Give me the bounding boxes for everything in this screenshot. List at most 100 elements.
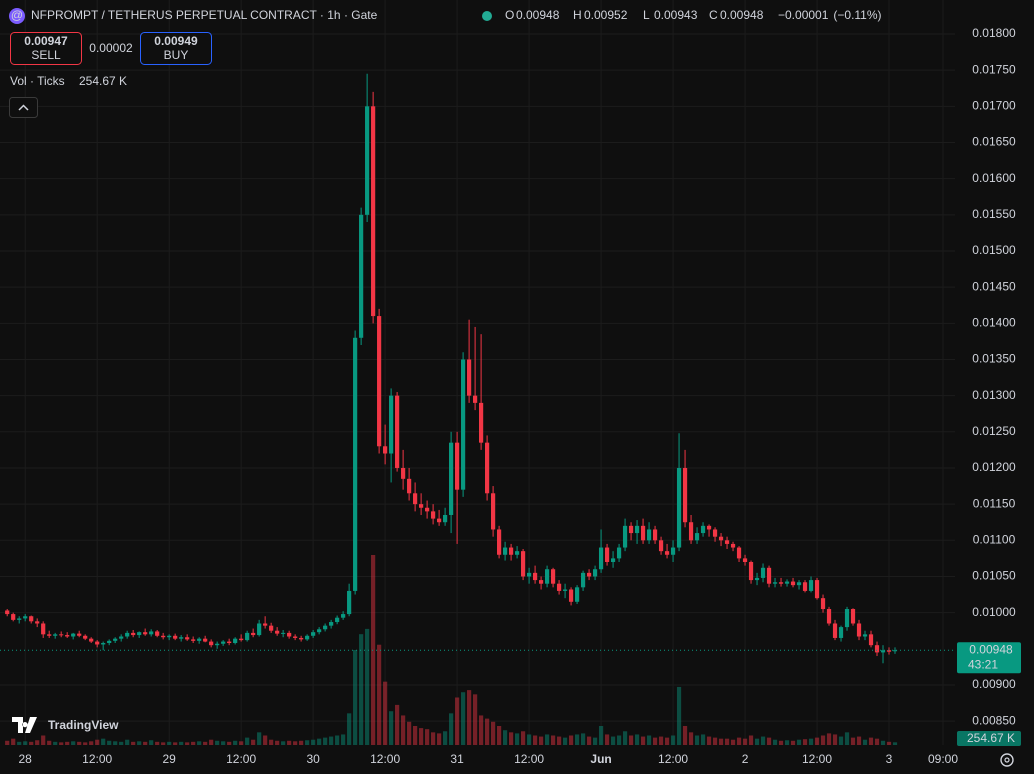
- candle-body: [359, 214, 364, 338]
- candle-body: [35, 621, 40, 624]
- volume-bar: [131, 741, 136, 745]
- volume-bar: [71, 741, 76, 745]
- candle-body: [592, 569, 598, 577]
- volume-bar: [850, 737, 856, 745]
- volume-bar: [604, 734, 610, 745]
- volume-bar: [580, 733, 586, 745]
- volume-bar: [526, 734, 532, 745]
- candle-body: [814, 580, 820, 599]
- candle-body: [820, 598, 826, 610]
- volume-bar: [305, 740, 310, 745]
- y-tick-label: 0.01000: [972, 605, 1016, 619]
- collapse-button[interactable]: [9, 97, 38, 118]
- volume-bar: [838, 736, 844, 745]
- volume-bar: [640, 736, 646, 745]
- sell-label: SELL: [31, 48, 61, 62]
- volume-bar: [496, 726, 502, 745]
- volume-bar: [281, 741, 286, 745]
- y-tick-label: 0.01650: [972, 135, 1016, 149]
- candle-body: [544, 569, 550, 584]
- volume-bar: [437, 733, 442, 745]
- change-value: −0.00001: [778, 8, 829, 22]
- buy-button[interactable]: [140, 32, 212, 65]
- volume-bar: [874, 738, 880, 745]
- candle-body: [496, 529, 502, 555]
- candle-body: [598, 547, 604, 570]
- volume-bar: [616, 735, 622, 745]
- y-tick-label: 0.01800: [972, 26, 1016, 40]
- volume-bar: [35, 740, 40, 745]
- volume-bar: [47, 740, 52, 745]
- candle-body: [365, 106, 370, 215]
- sell-button[interactable]: [10, 32, 82, 65]
- volume-bar: [347, 713, 352, 745]
- symbol-title[interactable]: NFPROMPT / TETHERUS PERPETUAL CONTRACT ·…: [31, 8, 378, 22]
- candle-body: [371, 106, 376, 317]
- settings[interactable]: [1000, 753, 1014, 767]
- volume-bar: [53, 741, 58, 745]
- candle-body: [353, 337, 358, 591]
- candle-body: [473, 395, 478, 403]
- volume-bar: [107, 740, 112, 745]
- volume-bar: [329, 736, 334, 745]
- x-tick-label: 29: [162, 752, 176, 766]
- volume-bar: [790, 740, 796, 745]
- candle-body: [167, 635, 172, 638]
- candle-body: [742, 558, 748, 563]
- volume-bar: [598, 726, 604, 745]
- candle-body: [526, 572, 532, 577]
- volume-bar: [95, 739, 100, 745]
- settings-icon[interactable]: [1000, 753, 1014, 767]
- x-tick-label: 3: [886, 752, 893, 766]
- x-tick-label: Jun: [590, 752, 611, 766]
- volume-bar: [532, 735, 538, 745]
- volume-legend-name: Vol · Ticks: [10, 74, 65, 88]
- candle-body: [155, 631, 160, 636]
- volume-bar: [365, 628, 370, 745]
- volume-bar: [335, 735, 340, 745]
- grid: [0, 0, 955, 745]
- volume-bar: [760, 736, 766, 745]
- candle-body: [329, 622, 334, 626]
- volume-bar: [155, 741, 160, 745]
- candle-body: [646, 529, 652, 541]
- candle-body: [203, 638, 208, 642]
- candle-body: [748, 562, 754, 581]
- buy-price: 0.00949: [154, 34, 198, 48]
- volume-bar: [538, 736, 544, 745]
- volume-bar: [562, 737, 568, 745]
- volume-bar: [293, 741, 298, 745]
- candle-body: [257, 623, 262, 636]
- volume-bar: [862, 739, 868, 745]
- candle-body: [832, 623, 838, 638]
- volume-badge: [957, 731, 1021, 746]
- volume-bar: [664, 737, 670, 745]
- volume-bar: [299, 740, 304, 745]
- axes: 0.00850 0.00900 0.01000 0.01050 0.01100 0.011…: [19, 26, 1016, 766]
- volume-bar: [401, 715, 406, 745]
- candle-body: [119, 636, 124, 639]
- candle-body: [850, 609, 856, 624]
- candle-body: [431, 511, 436, 519]
- candle-body: [263, 623, 268, 626]
- volume-bar: [490, 721, 496, 745]
- volume-bar: [425, 729, 430, 745]
- volume-bar: [784, 740, 790, 745]
- candle-body: [628, 525, 634, 534]
- volume-bar: [592, 737, 598, 745]
- volume-bar: [688, 732, 694, 745]
- ohlc-value: 0.00943: [654, 8, 698, 22]
- volume-bar: [29, 741, 34, 745]
- y-tick-label: 0.01200: [972, 460, 1016, 474]
- candle-body: [808, 580, 814, 591]
- x-tick-label: 28: [19, 752, 33, 766]
- candle-body: [730, 543, 736, 548]
- volume-bar: [796, 739, 802, 745]
- candle-body: [610, 558, 616, 563]
- volume-bar: [137, 741, 142, 745]
- candle-body: [149, 631, 154, 635]
- candle-body: [604, 547, 610, 563]
- volume-bar: [748, 735, 754, 745]
- volume-bar: [11, 738, 16, 745]
